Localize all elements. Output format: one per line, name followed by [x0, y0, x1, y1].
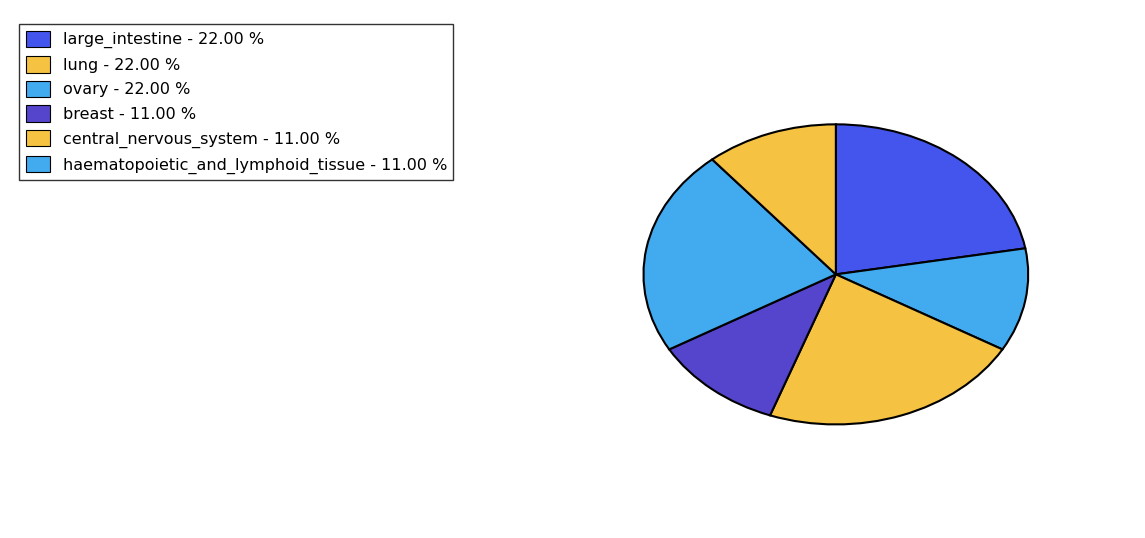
Legend: large_intestine - 22.00 %, lung - 22.00 %, ovary - 22.00 %, breast - 11.00 %, ce: large_intestine - 22.00 %, lung - 22.00 … — [19, 24, 453, 180]
Wedge shape — [771, 274, 1002, 424]
Wedge shape — [836, 249, 1028, 349]
Wedge shape — [643, 159, 836, 349]
Wedge shape — [836, 124, 1025, 274]
Wedge shape — [712, 124, 836, 274]
Wedge shape — [670, 274, 836, 415]
